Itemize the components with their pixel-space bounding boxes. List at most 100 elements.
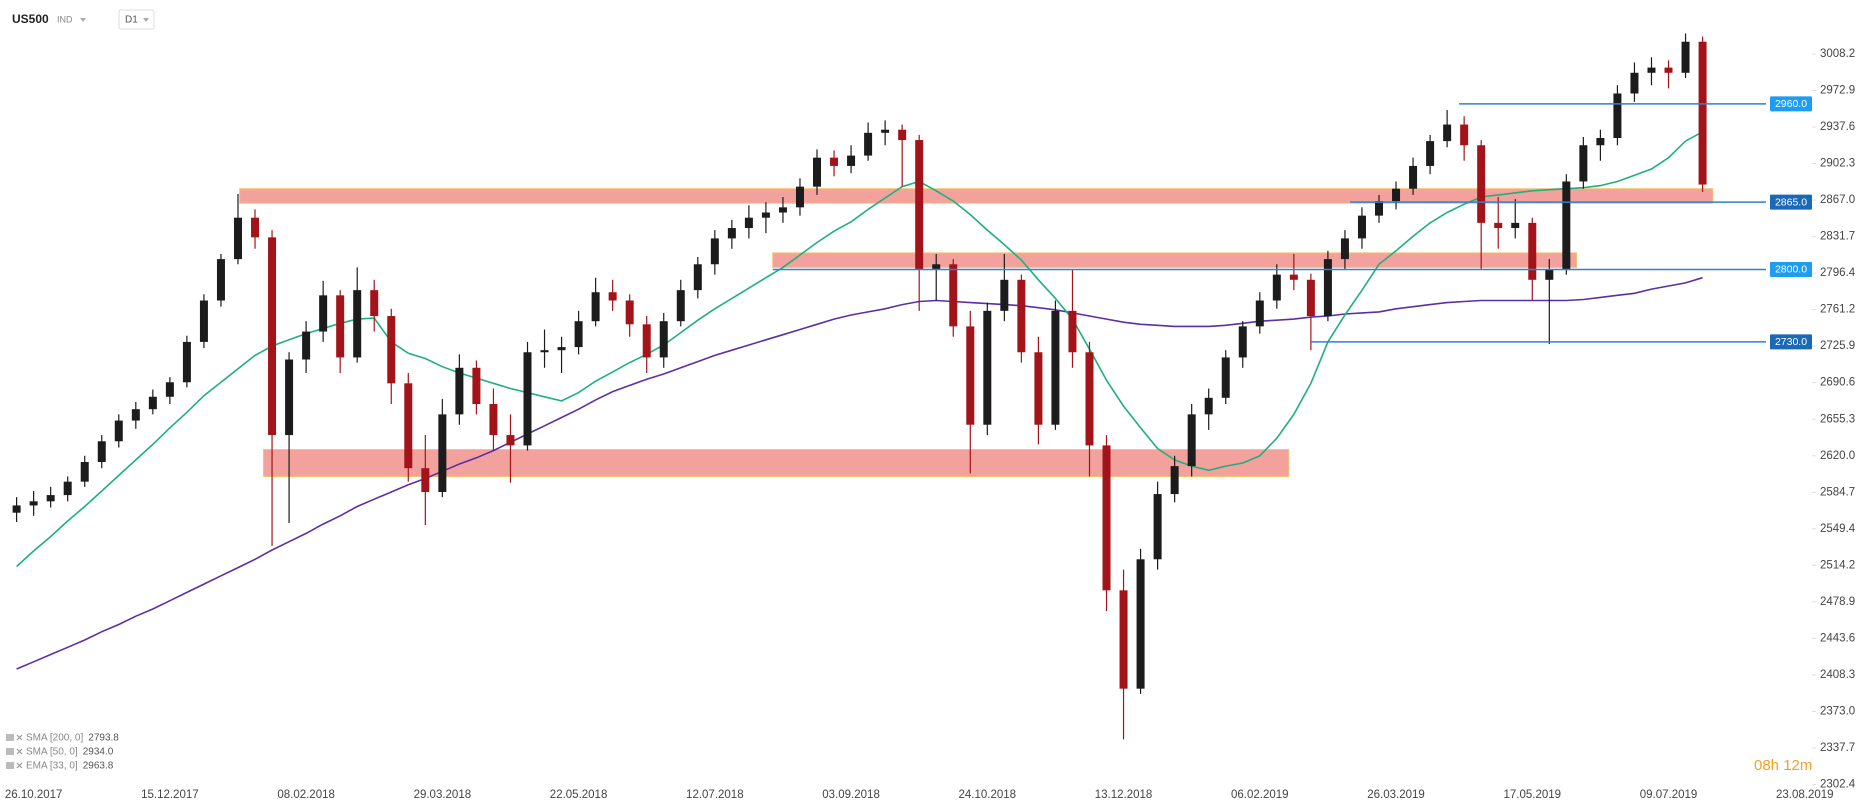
instrument-type-dropdown[interactable]: IND bbox=[57, 14, 86, 24]
candle-timer: 08h 12m bbox=[1754, 757, 1812, 774]
candle bbox=[1102, 435, 1111, 612]
candle bbox=[574, 310, 583, 355]
candle-body bbox=[268, 237, 277, 436]
candle bbox=[1068, 269, 1077, 368]
y-tick-label: 2584.7 bbox=[1820, 486, 1855, 498]
candle bbox=[523, 341, 532, 451]
y-tick-label: 2620.0 bbox=[1820, 450, 1855, 462]
candle bbox=[864, 122, 873, 161]
candle bbox=[1545, 259, 1554, 344]
candle bbox=[1392, 181, 1401, 210]
x-tick-label: 29.03.2018 bbox=[414, 789, 472, 801]
candle bbox=[29, 490, 38, 516]
candle bbox=[1221, 350, 1230, 405]
candle bbox=[744, 205, 753, 239]
x-tick-label: 22.05.2018 bbox=[550, 789, 608, 801]
price-line-label-box bbox=[1770, 261, 1812, 277]
candle bbox=[353, 267, 362, 363]
candle bbox=[1375, 194, 1383, 223]
candle-body bbox=[182, 341, 191, 383]
candle bbox=[1426, 134, 1435, 175]
x-tick-label: 23.08.2019 bbox=[1776, 789, 1834, 801]
candle bbox=[114, 414, 123, 448]
price-line-label-box bbox=[1770, 194, 1812, 210]
indicator-name: SMA [200, 0] bbox=[26, 733, 83, 744]
candle bbox=[1494, 196, 1503, 249]
candle-body bbox=[932, 264, 941, 270]
candle bbox=[1681, 33, 1690, 78]
x-tick-label: 26.10.2017 bbox=[5, 789, 63, 801]
candle-body bbox=[29, 501, 38, 506]
candle-body bbox=[1000, 279, 1009, 311]
candle-body bbox=[1545, 269, 1554, 280]
candle-body bbox=[1579, 145, 1588, 182]
candle-body bbox=[1426, 141, 1435, 166]
candle bbox=[1443, 110, 1452, 148]
y-tick-label: 2443.6 bbox=[1820, 632, 1855, 644]
candle bbox=[898, 124, 907, 187]
x-tick-label: 17.05.2019 bbox=[1503, 789, 1561, 801]
candle bbox=[1017, 274, 1026, 363]
candle bbox=[1051, 300, 1060, 430]
x-tick-label: 09.07.2019 bbox=[1640, 789, 1698, 801]
price-line-label-box bbox=[1770, 334, 1812, 350]
indicator-value: 2934.0 bbox=[83, 747, 114, 758]
candle bbox=[710, 230, 719, 275]
candle bbox=[1562, 174, 1571, 275]
candle-body bbox=[1119, 590, 1128, 689]
y-tick-label: 2796.4 bbox=[1820, 267, 1856, 279]
candle-body bbox=[336, 295, 345, 358]
candle-body bbox=[489, 404, 498, 436]
instrument-type: IND bbox=[57, 14, 73, 24]
candle-body bbox=[1647, 67, 1656, 73]
candle-body bbox=[251, 217, 260, 238]
candle bbox=[336, 290, 345, 373]
candle bbox=[932, 253, 941, 301]
candle-body bbox=[761, 212, 770, 218]
candle-body bbox=[1443, 124, 1452, 142]
candle bbox=[1477, 140, 1486, 270]
candle bbox=[1630, 62, 1639, 102]
candle bbox=[421, 435, 430, 526]
candle-body bbox=[625, 300, 634, 325]
y-tick-label: 2373.0 bbox=[1820, 705, 1855, 717]
y-tick-label: 2549.4 bbox=[1820, 523, 1856, 535]
candle bbox=[1187, 404, 1196, 477]
candle bbox=[12, 497, 21, 523]
y-tick-label: 2937.6 bbox=[1820, 121, 1855, 133]
candle bbox=[506, 414, 515, 483]
candle-body bbox=[608, 292, 617, 301]
candle bbox=[1698, 36, 1707, 192]
candle-body bbox=[795, 186, 804, 208]
moving-average-line bbox=[16, 131, 1703, 568]
candle bbox=[455, 354, 464, 425]
candle bbox=[1579, 136, 1588, 189]
candle-body bbox=[864, 132, 873, 156]
indicator-value: 2963.8 bbox=[83, 761, 114, 772]
candle bbox=[80, 455, 89, 487]
interval-box bbox=[118, 9, 155, 30]
candle bbox=[761, 202, 770, 234]
candle bbox=[830, 150, 839, 177]
candle bbox=[387, 308, 396, 405]
candle-body bbox=[676, 290, 685, 322]
candle bbox=[1170, 455, 1179, 503]
y-tick-label: 2690.6 bbox=[1820, 377, 1855, 389]
candle-body bbox=[1664, 67, 1673, 73]
candle bbox=[1664, 60, 1673, 89]
y-tick-label: 2831.7 bbox=[1820, 231, 1855, 243]
candle bbox=[1357, 207, 1366, 249]
candle-body bbox=[353, 290, 362, 358]
candle-body bbox=[1630, 72, 1639, 94]
candle-body bbox=[1306, 279, 1315, 317]
candle bbox=[642, 316, 651, 373]
interval-dropdown[interactable]: D1 bbox=[118, 9, 155, 30]
candle bbox=[251, 209, 260, 249]
moving-average-line bbox=[16, 276, 1703, 670]
candle bbox=[199, 294, 208, 349]
candle-body bbox=[523, 352, 532, 446]
candle-body bbox=[302, 331, 311, 360]
zone bbox=[772, 252, 1578, 268]
candle bbox=[1306, 273, 1315, 351]
indicator-remove bbox=[16, 748, 23, 755]
